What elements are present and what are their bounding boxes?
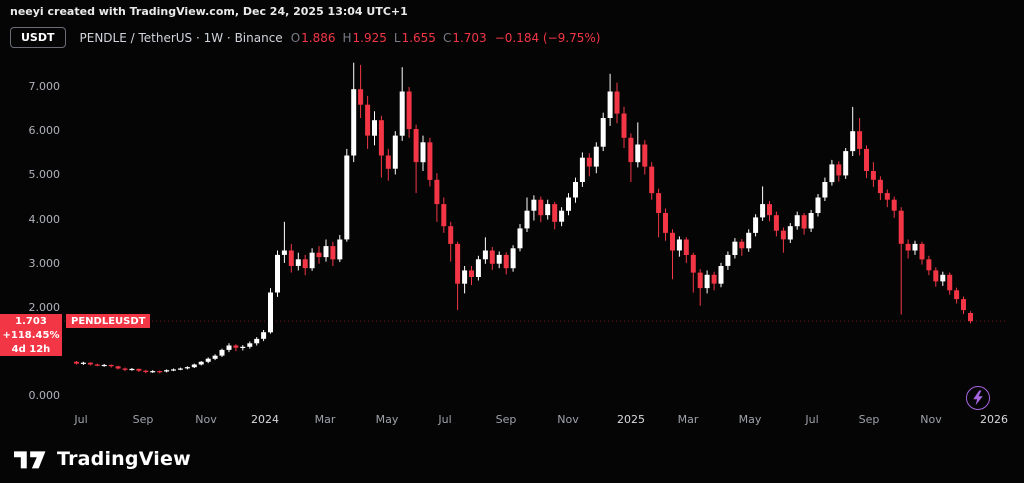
price-tick-label: 5.000 [28,168,61,182]
attribution-text: neeyi created with TradingView.com, Dec … [10,5,408,18]
footer-bar: TradingView [0,435,1024,483]
percent-change-badge: +118.45% [0,328,62,343]
boost-lightning-button[interactable] [966,386,990,410]
time-tick-label: 2024 [251,413,279,426]
close-label: C [442,30,452,45]
time-tick-label: 2025 [617,413,645,426]
time-tick-label: 2026 [980,413,1008,426]
high-label: H [342,30,352,45]
tradingview-logo-icon [14,451,46,469]
tradingview-brand-text: TradingView [57,448,191,470]
symbol-price-line-label: PENDLEUSDT [66,314,151,329]
lightning-bolt-icon [973,390,983,406]
time-tick-label: Sep [132,413,154,426]
time-tick-label: May [375,413,399,426]
time-tick-label: Mar [314,413,336,426]
time-tick-label: Nov [557,413,579,426]
time-tick-label: Jul [805,413,819,426]
tradingview-logo[interactable]: TradingView [14,446,191,472]
legend-symbol-title[interactable]: PENDLE / TetherUS · 1W · Binance [79,30,283,45]
time-tick-label: Mar [677,413,699,426]
currency-toggle-button[interactable]: USDT [10,27,66,48]
legend-change-value: −0.184 (−9.75%) [494,30,601,45]
chart-legend: USDT PENDLE / TetherUS · 1W · Binance O1… [10,27,600,48]
time-tick-label: Sep [858,413,880,426]
price-tick-label: 3.000 [28,256,61,270]
high-value: 1.925 [352,30,387,45]
last-price-badge: 1.703 [0,314,62,329]
time-tick-label: May [738,413,762,426]
open-value: 1.886 [301,30,336,45]
time-tick-label: Jul [438,413,452,426]
price-tick-label: 4.000 [28,212,61,226]
time-tick-label: Nov [195,413,217,426]
time-tick-label: Jul [74,413,88,426]
open-label: O [290,30,301,45]
low-value: 1.655 [401,30,436,45]
price-tick-label: 0.000 [28,389,61,403]
price-tick-label: 6.000 [28,124,61,138]
bar-countdown-badge: 4d 12h [0,342,62,357]
legend-ohlc-values: O1.886 H1.925 L1.655 C1.703 [291,31,487,45]
price-tick-label: 2.000 [28,300,61,314]
time-tick-label: Sep [495,413,517,426]
time-tick-label: Nov [920,413,942,426]
low-label: L [393,30,401,45]
price-tick-label: 7.000 [28,80,61,94]
close-value: 1.703 [452,30,487,45]
